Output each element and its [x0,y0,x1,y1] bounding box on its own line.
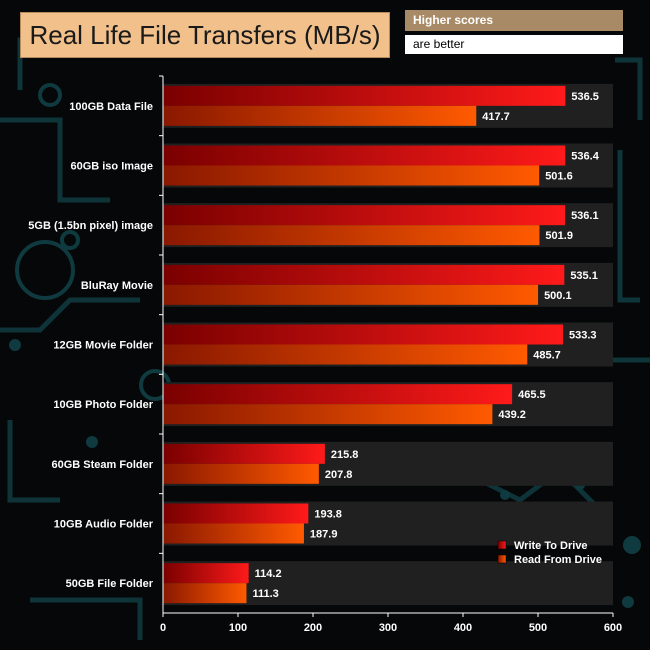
value-label: 114.2 [255,568,282,580]
value-label: 215.8 [331,449,359,461]
write-bar [163,503,309,524]
write-bar [163,324,563,345]
value-label: 465.5 [518,389,546,401]
category-label: 100GB Data File [69,101,153,113]
read-bar [163,583,247,604]
x-tick-label: 400 [454,622,472,634]
legend-swatch-read [497,554,507,564]
chart-title-box: Real Life File Transfers (MB/s) [20,12,390,58]
x-tick-label: 0 [160,622,166,634]
read-bar [163,165,540,186]
write-bar [163,384,513,405]
category-label: BluRay Movie [81,280,153,292]
value-label: 193.8 [314,509,342,521]
write-bar [163,85,566,106]
write-bar [163,264,565,285]
value-label: 111.3 [252,588,278,600]
read-bar [163,344,528,365]
write-bar [163,205,566,226]
write-bar [163,563,249,584]
category-label: 60GB Steam Folder [52,459,154,471]
legend-swatch-write [497,540,507,550]
category-label: 50GB File Folder [66,578,154,590]
value-label: 485.7 [533,350,561,362]
write-bar [163,145,566,166]
value-label: 536.4 [571,151,599,163]
x-tick-label: 500 [529,622,547,634]
x-tick-label: 300 [379,622,397,634]
value-label: 187.9 [310,529,338,541]
are-better-note: are better [405,35,623,54]
value-label: 536.1 [571,210,599,222]
value-label: 439.2 [498,409,526,421]
chart-title: Real Life File Transfers (MB/s) [29,20,381,50]
category-label: 60GB iso Image [70,161,153,173]
legend-label-read: Read From Drive [514,554,602,566]
x-tick-label: 100 [229,622,247,634]
read-bar [163,404,493,425]
value-label: 500.1 [544,290,572,302]
category-label: 10GB Audio Folder [54,519,154,531]
read-bar [163,105,477,126]
value-label: 536.5 [571,91,599,103]
category-label: 5GB (1.5bn pixel) image [28,220,153,232]
category-label: 12GB Movie Folder [53,340,153,352]
x-tick-label: 600 [604,622,622,634]
category-label: 10GB Photo Folder [53,399,153,411]
value-label: 417.7 [482,111,510,123]
write-bar [163,443,325,464]
value-label: 207.8 [325,469,353,481]
read-bar [163,284,539,305]
legend-label-write: Write To Drive [514,540,588,552]
read-bar [163,523,304,544]
read-bar [163,463,319,484]
value-label: 501.9 [545,230,573,242]
value-label: 535.1 [570,270,598,282]
x-tick-label: 200 [304,622,322,634]
value-label: 533.3 [569,330,597,342]
read-bar [163,225,540,246]
higher-scores-note: Higher scores [405,10,623,31]
value-label: 501.6 [545,171,573,183]
